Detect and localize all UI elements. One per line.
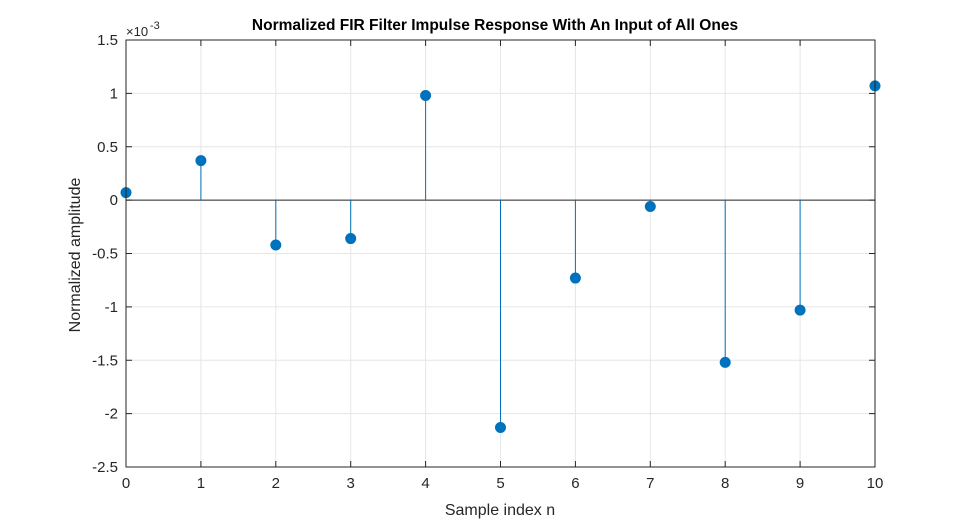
x-tick-label: 1 bbox=[197, 475, 205, 492]
x-tick-label: 6 bbox=[571, 475, 579, 492]
y-tick-label: -2.5 bbox=[92, 459, 118, 476]
stem-marker bbox=[794, 304, 806, 316]
stem-series bbox=[120, 80, 881, 434]
stem-marker bbox=[644, 201, 656, 213]
y-tick-label: -1.5 bbox=[92, 352, 118, 369]
x-tick-label: 5 bbox=[496, 475, 504, 492]
stem-marker bbox=[420, 90, 432, 102]
y-exponent-base: ×10 bbox=[126, 24, 148, 39]
y-tick-label: -1 bbox=[105, 299, 118, 316]
y-exponent-power: -3 bbox=[150, 20, 160, 32]
x-tick-label: 9 bbox=[796, 475, 804, 492]
stem-marker bbox=[195, 155, 207, 167]
stem-marker bbox=[569, 272, 581, 284]
x-tick-label: 0 bbox=[122, 475, 130, 492]
x-tick-label: 7 bbox=[646, 475, 654, 492]
chart-title: Normalized FIR Filter Impulse Response W… bbox=[252, 17, 738, 34]
x-axis-label: Sample index n bbox=[445, 502, 555, 519]
y-tick-label: 0.5 bbox=[97, 139, 118, 156]
x-tick-label: 8 bbox=[721, 475, 729, 492]
stem-marker bbox=[495, 422, 506, 434]
y-tick-label: 1.5 bbox=[97, 32, 118, 49]
y-tick-label: 0 bbox=[110, 192, 118, 209]
y-tick-label: -2 bbox=[105, 406, 118, 423]
y-axis-label: Normalized amplitude bbox=[67, 178, 84, 333]
stem-marker bbox=[719, 356, 731, 368]
x-tick-label: 2 bbox=[272, 475, 280, 492]
y-axis-ticks: 1.5 1 0.5 0 -0.5 -1 -1.5 -2 -2.5 bbox=[92, 32, 875, 476]
y-tick-label: 1 bbox=[110, 85, 118, 102]
stem-marker bbox=[345, 233, 357, 245]
x-axis-ticks: 0 1 2 3 4 5 6 7 8 9 10 bbox=[122, 40, 884, 492]
x-tick-label: 3 bbox=[347, 475, 355, 492]
x-tick-label: 10 bbox=[867, 475, 884, 492]
stem-marker bbox=[270, 239, 282, 251]
y-axis-exponent: ×10 -3 bbox=[126, 20, 160, 39]
y-tick-label: -0.5 bbox=[92, 246, 118, 263]
x-tick-label: 4 bbox=[421, 475, 429, 492]
